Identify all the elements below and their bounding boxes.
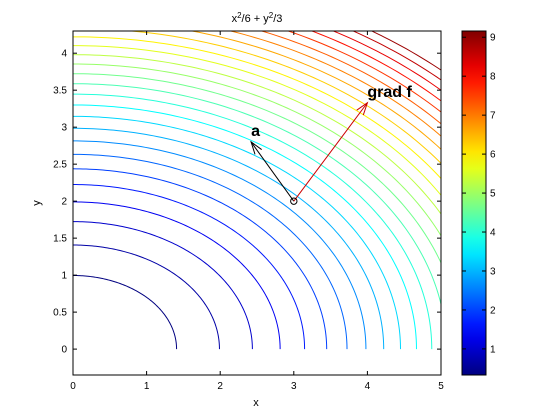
contour-level-3 (73, 201, 281, 350)
arrow-a-shaft (250, 141, 295, 202)
contour-lines (73, 31, 441, 350)
arrow-grad-f-shaft (293, 102, 368, 202)
y-tick-label: 0.5 (53, 308, 67, 319)
y-tick-label: 1 (61, 271, 67, 282)
colorbar-ticks: 1 2 3 4 5 6 7 8 9 (462, 33, 496, 355)
x-tick-label: 3 (291, 381, 297, 392)
y-axis-label: y (31, 200, 43, 206)
x-tick-label: 1 (144, 381, 150, 392)
contour-level-14 (73, 63, 441, 237)
x-axis-label: x (253, 397, 259, 409)
contour-level-18 (126, 31, 441, 164)
x-tick-label: 2 (217, 381, 223, 392)
arrow-grad-f-label: grad f (367, 84, 412, 101)
colorbar-tick-label: 1 (490, 344, 496, 355)
contour-level-10 (73, 104, 417, 350)
contour-level-13 (73, 73, 441, 265)
colorbar-tick-label: 9 (490, 33, 496, 44)
contour-level-17 (73, 36, 441, 180)
contour-level-22 (286, 31, 441, 113)
contour-level-11 (73, 93, 433, 350)
colorbar-tick-label: 4 (490, 228, 496, 239)
arrow-layer: a grad f (250, 84, 413, 205)
x-axis-ticks: 0 1 2 3 4 5 (70, 31, 444, 392)
colorbar-tick-label: 8 (490, 72, 496, 83)
contour-level-5 (73, 168, 328, 350)
contour-level-20 (228, 31, 441, 137)
y-tick-label: 2.5 (53, 160, 67, 171)
contour-level-15 (73, 54, 441, 215)
x-tick-label: 0 (70, 381, 76, 392)
colorbar-tick-label: 2 (490, 305, 496, 316)
arrow-grad-f-head (356, 101, 369, 116)
contour-level-23 (310, 31, 441, 102)
colorbar-tick-label: 5 (490, 189, 496, 200)
contour-level-24 (332, 31, 441, 91)
x-tick-label: 5 (438, 381, 444, 392)
contour-level-12 (73, 83, 441, 307)
contour-level-8 (73, 127, 385, 350)
y-tick-label: 1.5 (53, 234, 67, 245)
contour-level-1 (73, 244, 220, 350)
contour-level-9 (73, 115, 401, 350)
contour-level-4 (73, 184, 306, 350)
y-tick-label: 3 (61, 123, 67, 134)
colorbar-tick-label: 6 (490, 150, 496, 161)
arrow-a-label: a (251, 123, 260, 140)
contour-level-21 (260, 31, 441, 125)
plot-frame (72, 30, 442, 376)
colorbar-tick-label: 3 (490, 266, 496, 277)
contour-level-2 (73, 221, 253, 350)
y-tick-label: 4 (61, 49, 67, 60)
contour-level-7 (73, 140, 367, 350)
x-tick-label: 4 (365, 381, 371, 392)
y-tick-label: 3.5 (53, 86, 67, 97)
y-axis-ticks: 0 0.5 1 1.5 2 2.5 3 3.5 4 (53, 49, 441, 356)
contour-level-16 (73, 45, 441, 196)
colorbar-tick-label: 7 (490, 111, 496, 122)
arrow-a-head (250, 140, 262, 155)
contour-level-6 (73, 153, 348, 350)
y-tick-label: 2 (61, 197, 67, 208)
contour-level-0 (73, 275, 178, 350)
chart-title: x2/6 + y2/3 (232, 11, 283, 25)
colorbar (461, 30, 487, 376)
point-marker (290, 197, 298, 205)
y-tick-label: 0 (61, 345, 67, 356)
